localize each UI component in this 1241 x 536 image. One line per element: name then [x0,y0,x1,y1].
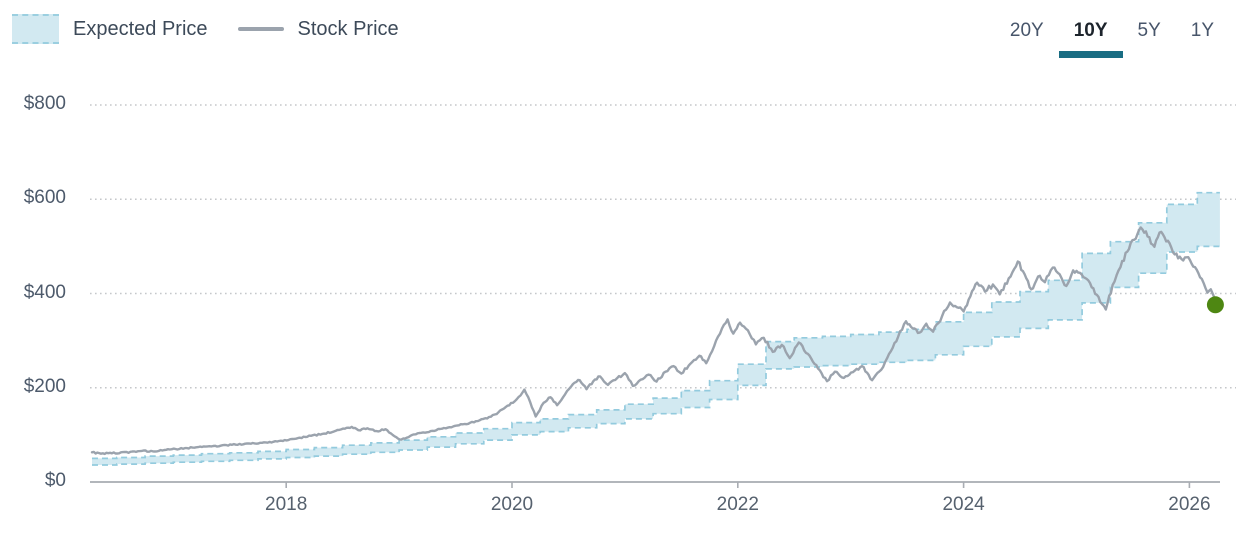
x-axis-label-2018: 2018 [265,494,308,515]
chart-legend: Expected Price Stock Price [12,14,399,44]
range-option-5y[interactable]: 5Y [1137,20,1161,41]
y-axis-label-800: $800 [23,93,66,114]
time-range-selector: 20Y 10Y 5Y 1Y [995,20,1229,58]
x-axis-label-2020: 2020 [490,494,534,515]
x-axis-label-2022: 2022 [716,494,759,515]
x-axis-label-2024: 2024 [942,494,985,515]
range-option-1y[interactable]: 1Y [1190,20,1214,41]
expected-price-band-bottom-edge [92,245,1220,466]
expected-price-band [92,192,1220,465]
y-axis-label-0: $0 [44,470,66,491]
legend-label-stock-price: Stock Price [297,17,399,40]
y-axis-label-200: $200 [23,375,66,397]
latest-price-marker[interactable] [1206,296,1224,314]
stock-price-line-swatch [237,27,284,31]
expected-price-band-swatch [12,14,59,44]
range-option-20y[interactable]: 20Y [1009,20,1044,41]
y-axis-label-600: $600 [23,187,66,209]
y-axis-label-400: $400 [23,281,66,303]
x-axis-label-2026: 2026 [1168,494,1211,515]
gridlines [90,104,1236,389]
x-axis-ticks [285,482,1191,488]
expected-price-band-top-edge [92,191,1220,460]
range-option-10y[interactable]: 10Y [1058,20,1123,58]
stock-price-line [90,226,1218,456]
legend-label-expected-price: Expected Price [73,17,208,40]
